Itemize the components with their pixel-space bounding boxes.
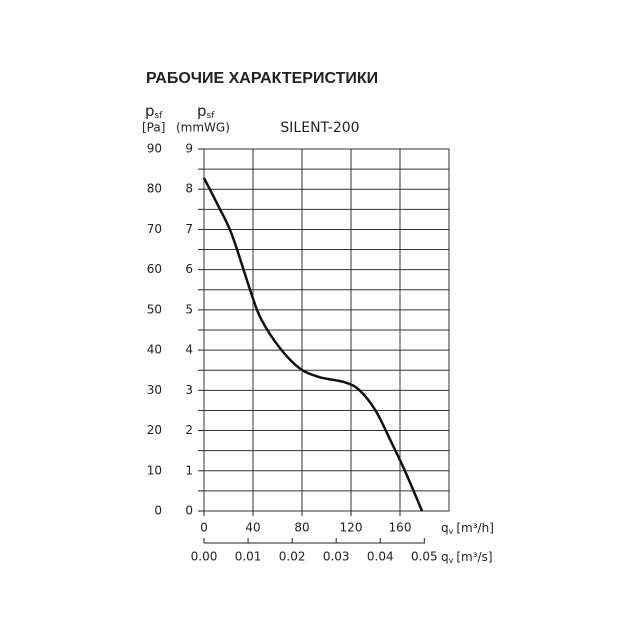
y-label-symbol: p: [145, 102, 155, 120]
y2-tick-label: 7: [185, 222, 193, 236]
x-tick-label: 0: [200, 521, 208, 535]
y2-label-symbol: p: [197, 102, 207, 120]
y-tick-label: 10: [147, 463, 162, 477]
y2-axis-label: psf: [197, 102, 215, 121]
chart-title: РАБОЧИЕ ХАРАКТЕРИСТИКИ: [146, 70, 378, 87]
y2-axis-unit: (mmWG): [176, 121, 230, 135]
x-label-unit: [m³/h]: [456, 521, 494, 535]
x2-label-symbol: q: [441, 550, 449, 564]
y-tick-label: 80: [147, 182, 162, 196]
y-tick-label: 90: [147, 142, 162, 156]
x2-tick-label: 0.01: [235, 550, 262, 564]
y-axis-unit: [Pa]: [142, 121, 165, 135]
y-tick-label: 20: [147, 423, 162, 437]
y2-tick-label: 5: [185, 302, 193, 316]
x2-tick-label: 0.05: [411, 550, 438, 564]
y2-tick-label: 9: [185, 142, 193, 156]
y-tick-label: 40: [147, 343, 162, 357]
x2-tick-label: 0.03: [323, 550, 350, 564]
y-tick-label: 0: [154, 504, 162, 518]
y-label-subscript: sf: [155, 111, 164, 121]
y-tick-label: 60: [147, 262, 162, 276]
y2-tick-label: 8: [185, 182, 193, 196]
y-tick-label: 70: [147, 222, 162, 236]
x-tick-label: 80: [294, 521, 309, 535]
x2-tick-label: 0.02: [279, 550, 306, 564]
x-tick-label: 40: [245, 521, 260, 535]
y-tick-label: 50: [147, 302, 162, 316]
x-axis-label: qv [m³/h]: [441, 521, 494, 536]
y-tick-label: 30: [147, 383, 162, 397]
y2-tick-label: 0: [185, 504, 193, 518]
performance-curve: [202, 177, 424, 512]
y2-tick-label: 3: [185, 383, 193, 397]
x-label-subscript: v: [449, 527, 454, 536]
y2-tick-label: 4: [185, 343, 193, 357]
x2-tick-label: 0.04: [367, 550, 394, 564]
y2-label-subscript: sf: [207, 111, 216, 121]
x-tick-label: 120: [340, 521, 363, 535]
y-axis-label: psf: [145, 102, 163, 121]
y2-tick-label: 1: [185, 463, 193, 477]
y2-tick-label: 2: [185, 423, 193, 437]
y2-tick-label: 6: [185, 262, 193, 276]
x-label-symbol: q: [441, 521, 449, 535]
x2-label-unit: [m³/s]: [456, 550, 492, 564]
x2-tick-label: 0.00: [191, 550, 218, 564]
x2-axis-label: qv [m³/s]: [441, 550, 493, 565]
x-tick-label: 160: [389, 521, 412, 535]
x2-label-subscript: v: [449, 556, 454, 565]
chart-subtitle: SILENT-200: [280, 120, 359, 136]
